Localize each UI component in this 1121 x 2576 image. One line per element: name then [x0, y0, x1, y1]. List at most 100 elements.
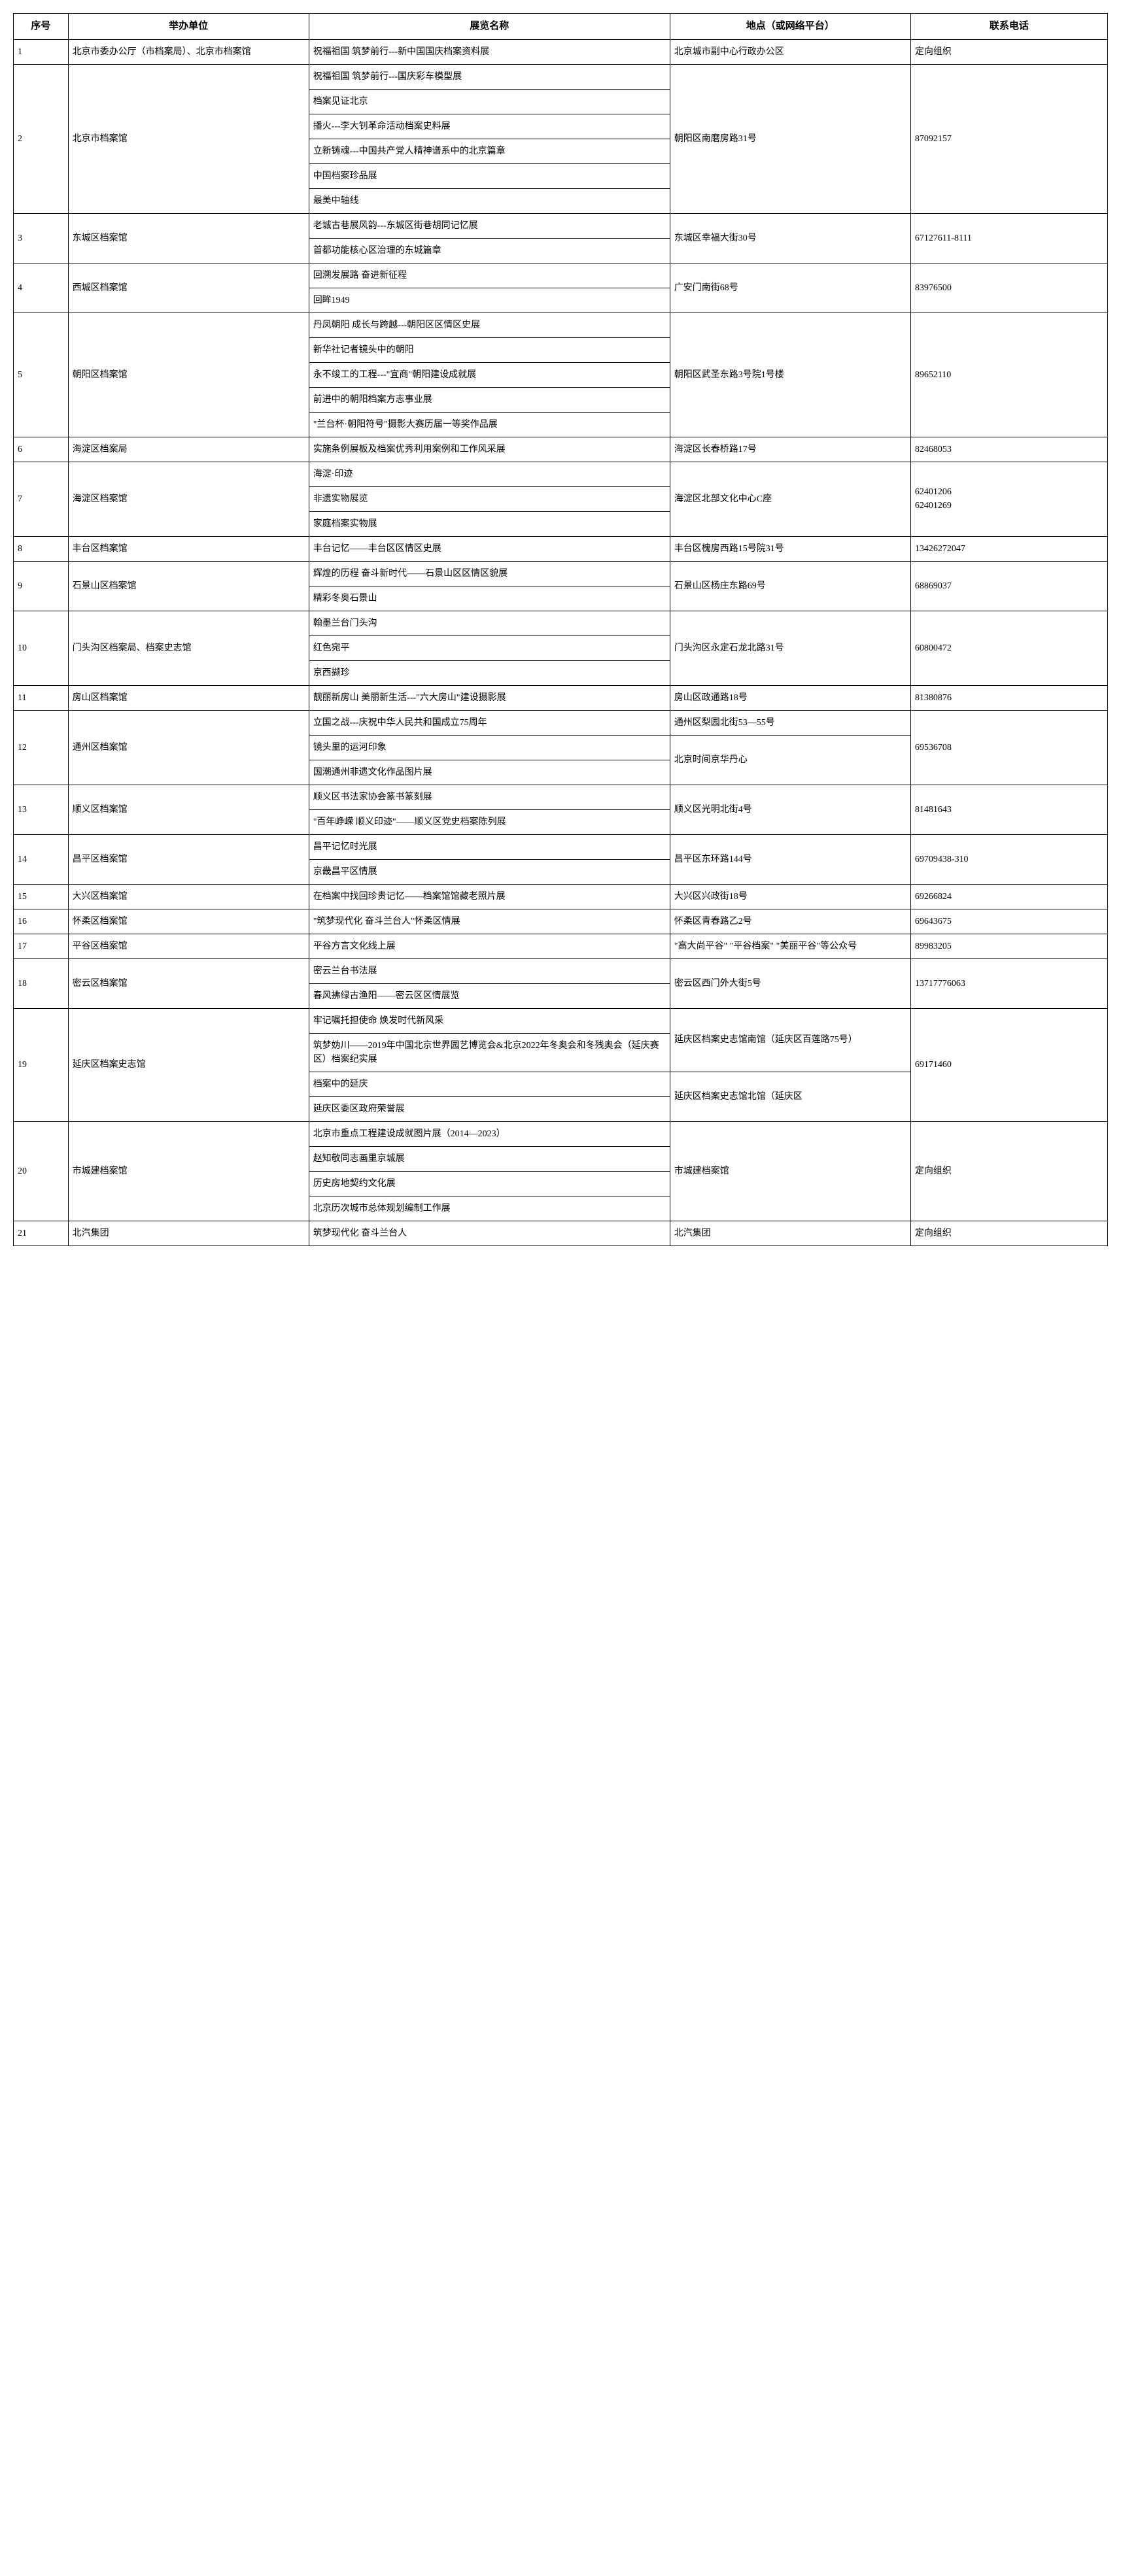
cell-exhibit: 靓丽新房山 美丽新生活---"六大房山"建设摄影展: [309, 685, 670, 710]
cell-org: 怀柔区档案馆: [68, 909, 309, 934]
cell-loc: 北京城市副中心行政办公区: [670, 39, 910, 64]
cell-loc: 密云区西门外大街5号: [670, 958, 910, 1008]
cell-exhibit: 丰台记忆——丰台区区情区史展: [309, 536, 670, 561]
table-header-row: 序号 举办单位 展览名称 地点（或网络平台） 联系电话: [14, 14, 1108, 40]
table-row: 12 通州区档案馆 立国之战---庆祝中华人民共和国成立75周年 通州区梨园北街…: [14, 710, 1108, 735]
exhibition-table: 序号 举办单位 展览名称 地点（或网络平台） 联系电话 1北京市委办公厅（市档案…: [13, 13, 1108, 1246]
cell-exhibit: 播火---李大钊革命活动档案史料展: [309, 114, 670, 139]
cell-phone: 68869037: [910, 561, 1107, 611]
cell-exhibit: 春风拂绿古渔阳——密云区区情展览: [309, 983, 670, 1008]
cell-exhibit: 中国档案珍品展: [309, 163, 670, 188]
cell-exhibit: 北京市重点工程建设成就图片展（2014—2023）: [309, 1121, 670, 1146]
table-row: 20市城建档案馆北京市重点工程建设成就图片展（2014—2023）市城建档案馆定…: [14, 1121, 1108, 1146]
header-location: 地点（或网络平台）: [670, 14, 910, 40]
cell-phone: 67127611-8111: [910, 213, 1107, 263]
cell-phone: 87092157: [910, 64, 1107, 213]
cell-org: 石景山区档案馆: [68, 561, 309, 611]
cell-phone: 13426272047: [910, 536, 1107, 561]
cell-seq: 6: [14, 437, 69, 462]
cell-phone: 定向组织: [910, 1121, 1107, 1221]
cell-loc: 东城区幸福大街30号: [670, 213, 910, 263]
cell-exhibit: 镜头里的运河印象: [309, 735, 670, 760]
cell-org: 海淀区档案局: [68, 437, 309, 462]
cell-exhibit: 历史房地契约文化展: [309, 1171, 670, 1196]
cell-loc: 延庆区档案史志馆南馆（延庆区百莲路75号）: [670, 1008, 910, 1072]
cell-exhibit: 牢记嘱托担使命 焕发时代新风采: [309, 1008, 670, 1033]
cell-exhibit: 在档案中找回珍贵记忆——档案馆馆藏老照片展: [309, 884, 670, 909]
cell-exhibit: 京西撷珍: [309, 660, 670, 685]
cell-exhibit: 立国之战---庆祝中华人民共和国成立75周年: [309, 710, 670, 735]
cell-loc: 市城建档案馆: [670, 1121, 910, 1221]
cell-org: 朝阳区档案馆: [68, 313, 309, 437]
cell-exhibit: 回眸1949: [309, 288, 670, 313]
cell-phone: 13717776063: [910, 958, 1107, 1008]
cell-phone: 69709438-310: [910, 834, 1107, 884]
cell-loc: 北京时间京华丹心: [670, 735, 910, 785]
cell-org: 昌平区档案馆: [68, 834, 309, 884]
cell-phone: 89652110: [910, 313, 1107, 437]
cell-seq: 1: [14, 39, 69, 64]
cell-exhibit: 祝福祖国 筑梦前行---国庆彩车模型展: [309, 64, 670, 89]
cell-loc: 朝阳区南磨房路31号: [670, 64, 910, 213]
cell-loc: 海淀区长春桥路17号: [670, 437, 910, 462]
cell-exhibit: 延庆区委区政府荣誉展: [309, 1096, 670, 1121]
cell-phone: 69536708: [910, 710, 1107, 785]
cell-exhibit: 密云兰台书法展: [309, 958, 670, 983]
cell-org: 海淀区档案馆: [68, 462, 309, 536]
cell-loc: 怀柔区青春路乙2号: [670, 909, 910, 934]
cell-loc: 大兴区兴政街18号: [670, 884, 910, 909]
cell-seq: 10: [14, 611, 69, 685]
cell-exhibit: 海淀·印迹: [309, 462, 670, 486]
cell-exhibit: 辉煌的历程 奋斗新时代——石景山区区情区貌展: [309, 561, 670, 586]
cell-exhibit: 丹凤朝阳 成长与跨越---朝阳区区情区史展: [309, 313, 670, 337]
cell-exhibit: 首都功能核心区治理的东城篇章: [309, 238, 670, 263]
cell-exhibit: 平谷方言文化线上展: [309, 934, 670, 958]
cell-exhibit: 老城古巷展风韵---东城区街巷胡同记忆展: [309, 213, 670, 238]
cell-loc: 海淀区北部文化中心C座: [670, 462, 910, 536]
cell-exhibit: "筑梦现代化 奋斗兰台人"怀柔区情展: [309, 909, 670, 934]
cell-exhibit: "兰台杯·朝阳符号"摄影大赛历届一等奖作品展: [309, 412, 670, 437]
cell-org: 大兴区档案馆: [68, 884, 309, 909]
cell-org: 密云区档案馆: [68, 958, 309, 1008]
cell-exhibit: 家庭档案实物展: [309, 511, 670, 536]
cell-exhibit: 顺义区书法家协会篆书篆刻展: [309, 785, 670, 809]
cell-org: 北京市档案馆: [68, 64, 309, 213]
cell-loc: 顺义区光明北街4号: [670, 785, 910, 834]
cell-seq: 2: [14, 64, 69, 213]
cell-org: 顺义区档案馆: [68, 785, 309, 834]
table-row: 17平谷区档案馆平谷方言文化线上展"高大尚平谷" "平谷档案" "美丽平谷"等公…: [14, 934, 1108, 958]
table-row: 7海淀区档案馆海淀·印迹海淀区北部文化中心C座6240120662401269: [14, 462, 1108, 486]
cell-org: 房山区档案馆: [68, 685, 309, 710]
cell-phone: 81380876: [910, 685, 1107, 710]
cell-org: 东城区档案馆: [68, 213, 309, 263]
cell-loc: 石景山区杨庄东路69号: [670, 561, 910, 611]
cell-loc: 朝阳区武圣东路3号院1号楼: [670, 313, 910, 437]
cell-seq: 21: [14, 1221, 69, 1246]
cell-exhibit: 实施条例展板及档案优秀利用案例和工作风采展: [309, 437, 670, 462]
cell-phone: 定向组织: [910, 1221, 1107, 1246]
table-row: 1北京市委办公厅（市档案局）、北京市档案馆祝福祖国 筑梦前行---新中国国庆档案…: [14, 39, 1108, 64]
cell-exhibit: 前进中的朝阳档案方志事业展: [309, 387, 670, 412]
cell-org: 西城区档案馆: [68, 263, 309, 313]
cell-seq: 3: [14, 213, 69, 263]
table-row: 10门头沟区档案局、档案史志馆翰墨兰台门头沟门头沟区永定石龙北路31号60800…: [14, 611, 1108, 636]
table-row: 11房山区档案馆靓丽新房山 美丽新生活---"六大房山"建设摄影展房山区政通路1…: [14, 685, 1108, 710]
cell-phone: 69643675: [910, 909, 1107, 934]
cell-loc: 门头沟区永定石龙北路31号: [670, 611, 910, 685]
table-row: 4西城区档案馆回溯发展路 奋进新征程广安门南街68号83976500: [14, 263, 1108, 288]
cell-org: 市城建档案馆: [68, 1121, 309, 1221]
table-row: 19 延庆区档案史志馆 牢记嘱托担使命 焕发时代新风采 延庆区档案史志馆南馆（延…: [14, 1008, 1108, 1033]
cell-exhibit: 翰墨兰台门头沟: [309, 611, 670, 636]
cell-phone: 89983205: [910, 934, 1107, 958]
cell-exhibit: 档案见证北京: [309, 89, 670, 114]
cell-loc: 延庆区档案史志馆北馆（延庆区: [670, 1072, 910, 1121]
cell-loc: 北汽集团: [670, 1221, 910, 1246]
header-organizer: 举办单位: [68, 14, 309, 40]
cell-org: 延庆区档案史志馆: [68, 1008, 309, 1121]
cell-phone: 83976500: [910, 263, 1107, 313]
cell-phone: 定向组织: [910, 39, 1107, 64]
cell-org: 平谷区档案馆: [68, 934, 309, 958]
cell-seq: 14: [14, 834, 69, 884]
cell-seq: 11: [14, 685, 69, 710]
table-row: 6海淀区档案局实施条例展板及档案优秀利用案例和工作风采展海淀区长春桥路17号82…: [14, 437, 1108, 462]
